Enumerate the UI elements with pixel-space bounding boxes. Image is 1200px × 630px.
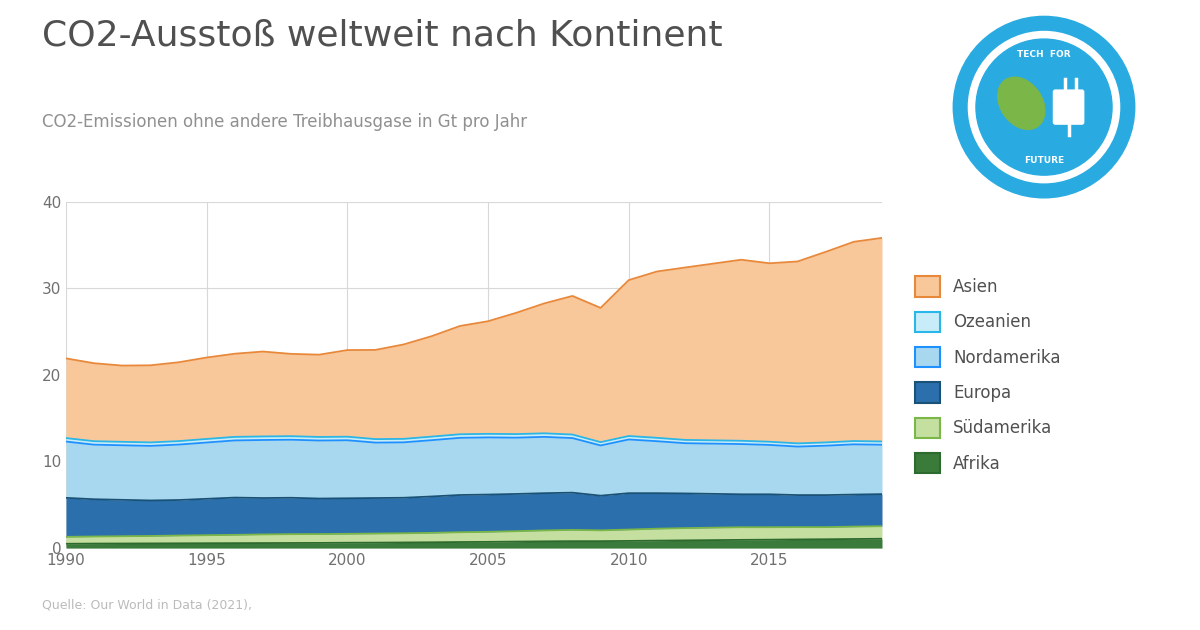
- Circle shape: [953, 16, 1135, 198]
- Ellipse shape: [997, 77, 1045, 129]
- Text: CO2-Emissionen ohne andere Treibhausgase in Gt pro Jahr: CO2-Emissionen ohne andere Treibhausgase…: [42, 113, 527, 132]
- Text: CO2-Ausstoß weltweit nach Kontinent: CO2-Ausstoß weltweit nach Kontinent: [42, 19, 722, 53]
- Legend: Asien, Ozeanien, Nordamerika, Europa, Südamerika, Afrika: Asien, Ozeanien, Nordamerika, Europa, Sü…: [914, 277, 1061, 473]
- Circle shape: [976, 39, 1112, 175]
- FancyBboxPatch shape: [1054, 90, 1084, 124]
- Text: FUTURE: FUTURE: [1024, 156, 1064, 164]
- Text: TECH  FOR: TECH FOR: [1018, 50, 1070, 59]
- Text: Quelle: Our World in Data (2021),: Quelle: Our World in Data (2021),: [42, 598, 252, 611]
- Circle shape: [968, 32, 1120, 183]
